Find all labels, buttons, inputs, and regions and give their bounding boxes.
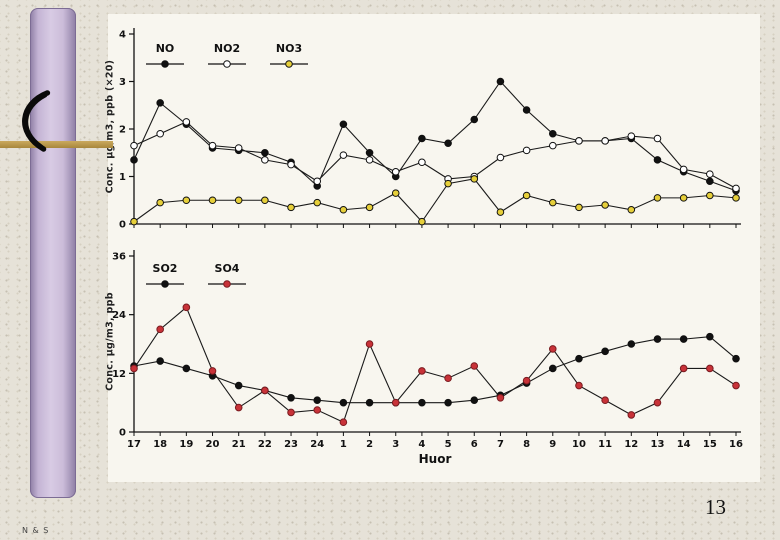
decorative-ribbon: [30, 8, 76, 498]
no-no2-no3-line-chart: 0 1 2 3 4 NO NO2 NO3: [119, 28, 741, 231]
svg-text:3: 3: [392, 439, 399, 450]
svg-text:19: 19: [179, 439, 193, 450]
svg-text:2: 2: [119, 125, 126, 136]
svg-text:17: 17: [127, 439, 141, 450]
svg-text:11: 11: [598, 439, 612, 450]
svg-text:15: 15: [703, 439, 717, 450]
svg-text:14: 14: [677, 439, 691, 450]
svg-text:4: 4: [418, 439, 425, 450]
svg-text:3: 3: [119, 77, 126, 88]
footer-initials: N & S: [22, 526, 50, 535]
svg-text:36: 36: [112, 252, 126, 263]
svg-text:0: 0: [119, 220, 126, 231]
crescent-flourish-icon: [22, 90, 51, 152]
svg-text:Huor: Huor: [419, 452, 452, 466]
svg-text:22: 22: [258, 439, 272, 450]
svg-text:2: 2: [366, 439, 373, 450]
svg-text:10: 10: [572, 439, 586, 450]
svg-text:5: 5: [445, 439, 452, 450]
svg-text:8: 8: [523, 439, 530, 450]
svg-text:24: 24: [112, 310, 126, 321]
svg-text:18: 18: [153, 439, 167, 450]
svg-text:4: 4: [119, 30, 126, 41]
svg-text:1: 1: [340, 439, 347, 450]
svg-text:12: 12: [624, 439, 638, 450]
svg-text:21: 21: [232, 439, 246, 450]
svg-text:NO: NO: [156, 42, 175, 55]
svg-text:1: 1: [119, 172, 126, 183]
svg-text:23: 23: [284, 439, 298, 450]
bottom-chart-y-axis-label: Conc. μg/m3, ppb: [104, 292, 116, 391]
chart-panel: Conc. μg/m3, ppb (×20) Conc. μg/m3, ppb …: [104, 14, 760, 482]
svg-text:SO4: SO4: [215, 262, 240, 275]
svg-text:6: 6: [471, 439, 478, 450]
svg-text:9: 9: [549, 439, 556, 450]
svg-text:NO3: NO3: [276, 42, 302, 55]
svg-text:NO2: NO2: [214, 42, 240, 55]
top-chart-y-axis-label: Conc. μg/m3, ppb (×20): [104, 59, 116, 194]
svg-text:SO2: SO2: [153, 262, 178, 275]
svg-text:12: 12: [112, 369, 126, 380]
svg-text:0: 0: [119, 428, 126, 439]
svg-text:16: 16: [729, 439, 743, 450]
svg-text:7: 7: [497, 439, 504, 450]
svg-text:24: 24: [310, 439, 324, 450]
gold-divider: [0, 141, 113, 148]
svg-text:13: 13: [651, 439, 665, 450]
page-number: 13: [705, 495, 726, 519]
svg-text:20: 20: [206, 439, 220, 450]
